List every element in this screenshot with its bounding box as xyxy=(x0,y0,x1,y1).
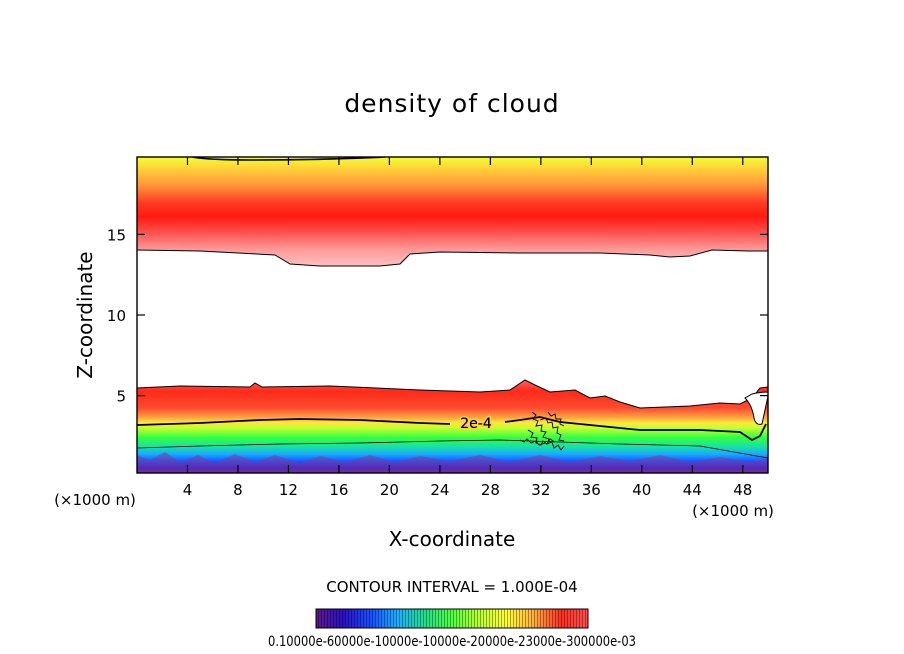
x-tick-label: 32 xyxy=(531,481,550,499)
chart-title: density of cloud xyxy=(344,89,559,118)
x-tick-label: 24 xyxy=(430,481,449,499)
x-tick-label: 8 xyxy=(233,481,243,499)
x-axis: 4 8 12 16 20 24 28 32 36 40 44 48 xyxy=(183,157,752,499)
x-tick-label: 48 xyxy=(733,481,752,499)
plot-area: 2e-4 2e-4 xyxy=(137,157,768,473)
y-tick-label: 15 xyxy=(107,226,126,244)
y-tick-label: 10 xyxy=(107,307,126,325)
x-tick-label: 44 xyxy=(683,481,702,499)
upper-top-contour xyxy=(191,157,386,161)
x-tick-label: 12 xyxy=(279,481,298,499)
upper-cloud-band xyxy=(137,157,768,266)
contour-label-fill: 2e-4 xyxy=(460,416,492,432)
x-unit-right: (×1000 m) xyxy=(692,502,774,520)
contour-interval: CONTOUR INTERVAL = 1.000E-04 xyxy=(326,578,577,596)
y-axis: 5 10 15 xyxy=(107,226,768,406)
x-tick-label: 20 xyxy=(380,481,399,499)
x-tick-label: 40 xyxy=(632,481,651,499)
contour-1e-4 xyxy=(137,439,768,459)
contour-label: 2e-4 xyxy=(460,416,492,432)
lower-top-contour xyxy=(137,379,768,409)
x-tick-label: 28 xyxy=(481,481,500,499)
lower-cloud-band xyxy=(137,380,768,473)
y-axis-title: Z-coordinate xyxy=(73,251,97,378)
x-tick-label: 4 xyxy=(183,481,193,499)
right-edge-feature xyxy=(744,391,768,425)
colorbar-labels: 0.10000e-60000e-10000e-10000e-20000e-230… xyxy=(268,634,636,650)
x-unit-left: (×1000 m) xyxy=(54,491,136,509)
x-tick-label: 36 xyxy=(582,481,601,499)
colorbar xyxy=(315,608,589,629)
turbulent-contours xyxy=(519,411,565,451)
lower-bottom-edge xyxy=(137,452,768,473)
x-tick-label: 16 xyxy=(329,481,348,499)
y-tick-label: 5 xyxy=(116,388,126,406)
x-axis-title: X-coordinate xyxy=(389,527,516,551)
upper-bottom-contour xyxy=(137,249,768,267)
